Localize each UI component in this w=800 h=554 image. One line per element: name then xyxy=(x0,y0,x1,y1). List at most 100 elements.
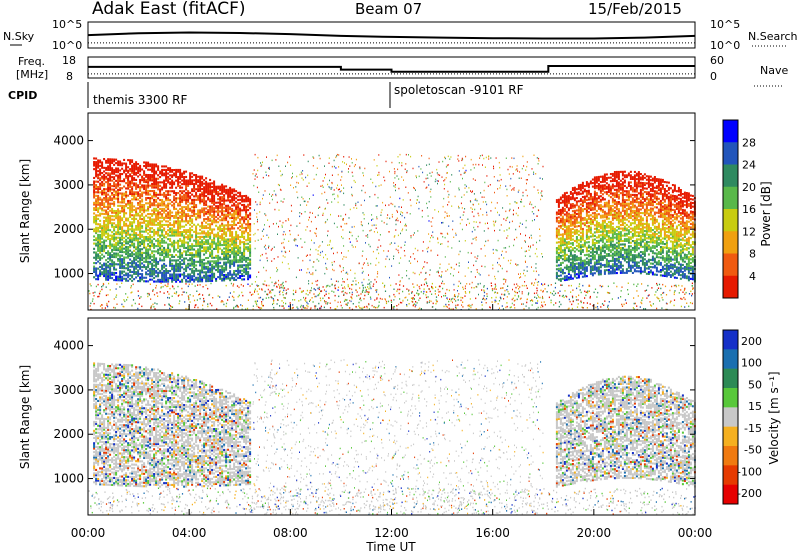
echo-cell-1077 xyxy=(139,195,142,198)
echo-cell-2778 xyxy=(223,188,226,191)
echo-cell-4321 xyxy=(615,181,618,184)
echo-cell-2799 xyxy=(225,240,228,243)
echo-cell-3171 xyxy=(247,246,250,249)
echo-cell-1249 xyxy=(147,175,150,178)
echo-cell-4579 xyxy=(629,213,632,216)
echo-cell-3275 xyxy=(557,209,560,212)
echo-cell-2484 xyxy=(209,255,212,258)
echo-cell-2114 xyxy=(189,202,192,205)
echo-cell-4003 xyxy=(599,207,602,210)
echo-cell-2907 xyxy=(231,238,234,241)
echo-cell-1926 xyxy=(179,170,182,173)
noise-right-tick-bottom: 10^0 xyxy=(710,39,740,52)
echo-cell-1843 xyxy=(177,268,180,271)
echo-cell-4615 xyxy=(631,211,634,214)
echo-cell-1327 xyxy=(151,202,154,205)
echo-cell-2071 xyxy=(187,206,190,209)
echo-cell-348 xyxy=(107,193,110,196)
echo-cell-931 xyxy=(133,209,136,212)
echo-cell-3996 xyxy=(599,230,602,233)
echo-cell-1659 xyxy=(167,232,170,235)
echo-cell-2669 xyxy=(219,272,222,275)
echo-cell-3928 xyxy=(595,209,598,212)
echo-cell-1700 xyxy=(169,231,172,234)
echo-cell-46 xyxy=(95,262,98,265)
echo-cell-3823 xyxy=(589,201,592,204)
echo-cell-3417 xyxy=(567,272,570,275)
echo-cell-3679 xyxy=(581,233,584,236)
echo-cell-2647 xyxy=(217,233,220,236)
echo-cell-23 xyxy=(93,201,96,204)
echo-cell-755 xyxy=(125,187,128,190)
echo-cell-3659 xyxy=(579,192,582,195)
echo-cell-2888 xyxy=(229,195,232,198)
echo-cell-3249 xyxy=(555,199,558,202)
echo-cell-3204 xyxy=(249,244,252,247)
echo-cell-1917 xyxy=(179,193,182,196)
echo-cell-1955 xyxy=(181,199,184,202)
echo-cell-2126 xyxy=(191,276,194,279)
echo-cell-886 xyxy=(131,194,134,197)
echo-cell-1884 xyxy=(179,270,182,273)
echo-cell-4196 xyxy=(609,187,612,190)
echo-cell-204 xyxy=(101,209,104,212)
echo-cell-2822 xyxy=(227,272,230,275)
echo-cell-1267 xyxy=(149,246,152,249)
echo-cell-538 xyxy=(115,171,118,174)
echo-cell-604 xyxy=(119,259,122,262)
echo-cell-362 xyxy=(107,161,110,164)
echo-cell-963 xyxy=(135,239,138,242)
echo-cell-3925 xyxy=(595,216,598,219)
echo-cell-2449 xyxy=(207,242,210,245)
echo-cell-3685 xyxy=(581,217,584,220)
echo-cell-613 xyxy=(119,240,122,243)
echo-cell-970 xyxy=(135,225,138,228)
echo-cell-4405 xyxy=(619,185,622,188)
echo-cell-1024 xyxy=(137,202,140,205)
echo-cell-2352 xyxy=(201,182,204,185)
echo-cell-2962 xyxy=(233,202,236,205)
echo-cell-3018 xyxy=(237,237,240,240)
echo-cell-4130 xyxy=(607,263,610,266)
echo-cell-3310 xyxy=(559,201,562,204)
echo-cell-1084 xyxy=(139,179,142,182)
echo-cell-532 xyxy=(115,190,118,193)
echo-cell-4689 xyxy=(635,234,638,237)
echo-cell-1469 xyxy=(157,184,160,187)
echo-cell-643 xyxy=(121,279,124,282)
echo-cell-3096 xyxy=(243,278,246,281)
echo-cell-3866 xyxy=(593,265,596,268)
echo-cell-3067 xyxy=(239,191,242,194)
echo-cell-3026 xyxy=(237,211,240,214)
echo-cell-3444 xyxy=(567,212,570,215)
echo-cell-4271 xyxy=(613,201,616,204)
echo-cell-12 xyxy=(93,235,96,238)
echo-cell-2963 xyxy=(233,199,236,202)
echo-cell-3408 xyxy=(565,204,568,207)
echo-cell-670 xyxy=(121,217,124,220)
echo-cell-4922 xyxy=(647,228,650,231)
echo-cell-1066 xyxy=(139,218,142,221)
echo-cell-168 xyxy=(99,196,102,199)
echo-cell-1965 xyxy=(181,172,184,175)
echo-cell-1057 xyxy=(139,235,142,238)
echo-cell-4957 xyxy=(649,228,652,231)
echo-cell-515 xyxy=(115,245,118,248)
echo-cell-4384 xyxy=(619,248,622,251)
echo-cell-359 xyxy=(107,168,110,171)
echo-cell-1047 xyxy=(139,257,142,260)
echo-cell-2119 xyxy=(189,181,192,184)
echo-cell-836 xyxy=(129,205,132,208)
echo-cell-3305 xyxy=(559,217,562,220)
echo-cell-1391 xyxy=(153,167,156,170)
echo-cell-374 xyxy=(109,259,112,262)
echo-cell-2536 xyxy=(211,240,214,243)
echo-cell-1347 xyxy=(153,269,156,272)
echo-cell-1716 xyxy=(169,183,172,186)
echo-cell-1621 xyxy=(165,220,168,223)
echo-cell-539 xyxy=(115,169,118,172)
echo-cell-170 xyxy=(99,187,102,190)
echo-cell-873 xyxy=(131,226,134,229)
plot-title: Adak East (fitACF) xyxy=(92,0,246,19)
echo-cell-148 xyxy=(99,246,102,249)
